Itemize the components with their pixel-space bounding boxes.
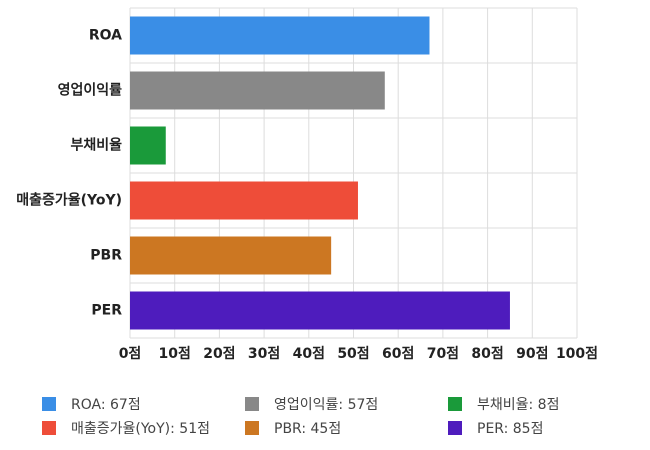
x-tick-label: 80점 [471,345,503,362]
x-tick-label: 100점 [556,345,598,362]
legend-label: PER: 85점 [477,421,544,437]
legend-swatch [42,421,56,435]
legend-item: PBR: 45점 [245,418,341,438]
legend-swatch [448,421,462,435]
legend-swatch [245,397,259,411]
bar [130,291,510,330]
legend-item: ROA: 67점 [42,394,141,414]
bar [130,71,385,110]
legend-item: 부채비율: 8점 [448,394,559,414]
x-tick-label: 10점 [159,345,191,362]
legend-label: PBR: 45점 [274,421,342,437]
legend-item: 영업이익률: 57점 [245,394,378,414]
category-label: PBR [90,248,122,264]
x-tick-label: 70점 [427,345,459,362]
legend-label: 영업이익률: 57점 [274,397,379,413]
category-label: PER [91,303,122,319]
bar [130,236,332,275]
legend-swatch [42,397,56,411]
category-label: ROA [89,28,122,44]
legend-swatch [245,421,259,435]
bar [130,126,166,165]
x-tick-label: 50점 [337,345,369,362]
legend-item: PER: 85점 [448,418,543,438]
x-tick-label: 90점 [516,345,548,362]
legend-item: 매출증가율(YoY): 51점 [42,418,210,438]
category-label: 영업이익률 [58,82,123,99]
legend-label: ROA: 67점 [71,397,141,413]
legend: ROA: 67점 영업이익률: 57점 부채비율: 8점 매출증가율(YoY):… [0,386,650,446]
bar [130,181,358,220]
x-tick-label: 0점 [119,345,142,362]
category-label: 부채비율 [70,137,122,154]
x-tick-label: 30점 [248,345,280,362]
legend-label: 매출증가율(YoY): 51점 [71,421,210,437]
legend-swatch [448,397,462,411]
x-tick-label: 20점 [203,345,235,362]
category-label: 매출증가율(YoY) [16,192,122,209]
x-tick-label: 40점 [293,345,325,362]
bar [130,16,430,55]
x-tick-label: 60점 [382,345,414,362]
legend-label: 부채비율: 8점 [477,397,560,413]
